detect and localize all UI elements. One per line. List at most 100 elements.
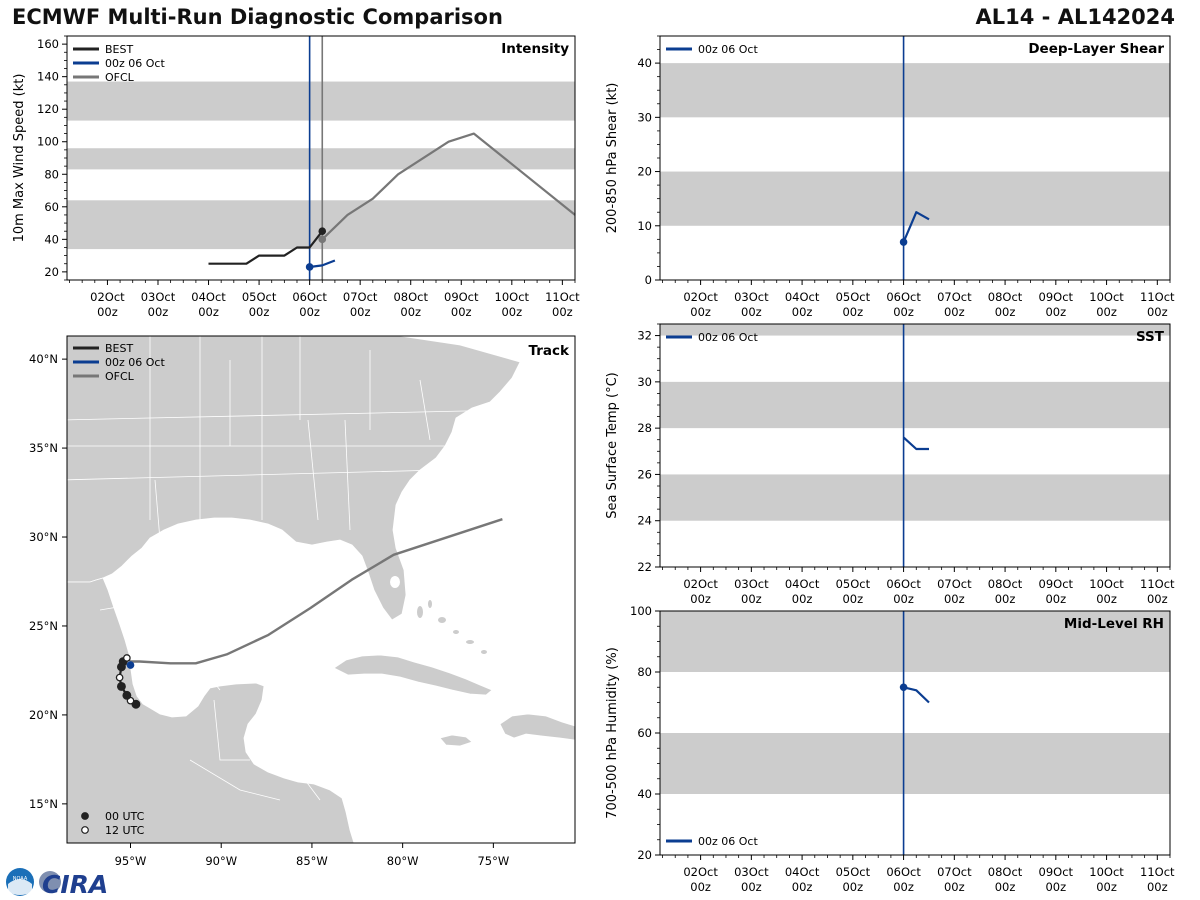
admin-borders	[67, 336, 511, 801]
marker-legend-label: 12 UTC	[105, 824, 145, 837]
y-tick-label: 120	[37, 102, 59, 116]
x-tick-label-date: 11Oct	[1140, 290, 1175, 304]
y-tick-label: 40	[637, 787, 652, 801]
best-point-00utc	[122, 690, 132, 700]
map-land-layer	[67, 336, 575, 843]
x-tick-label-date: 10Oct	[1089, 290, 1124, 304]
x-tick-label-date: 10Oct	[1089, 577, 1124, 591]
best-point-00utc	[131, 699, 141, 709]
y-tick-label: 40	[637, 56, 652, 70]
lat-tick-label: 15°N	[29, 797, 58, 811]
storm-id-title: AL14 - AL142024	[975, 5, 1176, 29]
start-marker-run	[899, 238, 908, 246]
legend-label: 00z 06 Oct	[105, 57, 165, 70]
y-tick-label: 30	[637, 375, 652, 389]
x-tick-label-date: 09Oct	[444, 290, 479, 304]
x-tick-label-hour: 00z	[1096, 880, 1117, 894]
x-tick-label-hour: 00z	[1147, 305, 1168, 319]
lon-tick-label: 95°W	[115, 854, 147, 868]
x-tick-label-date: 08Oct	[393, 290, 428, 304]
x-tick-label-date: 06Oct	[886, 577, 921, 591]
x-tick-label-hour: 00z	[995, 305, 1016, 319]
chart-sst: 22242628303202Oct00z03Oct00z04Oct00z05Oc…	[605, 323, 1175, 606]
x-tick-label-hour: 00z	[893, 305, 914, 319]
chart-title: SST	[1136, 329, 1165, 345]
start-marker-ofcl	[318, 235, 327, 244]
x-tick-label-hour: 00z	[400, 305, 421, 319]
x-tick-label-hour: 00z	[995, 880, 1016, 894]
x-tick-label-hour: 00z	[690, 880, 711, 894]
x-tick-label-hour: 00z	[995, 592, 1016, 606]
shaded-band	[660, 63, 1170, 118]
y-tick-label: 20	[637, 848, 652, 862]
x-tick-label-date: 03Oct	[141, 290, 176, 304]
lat-tick-label: 35°N	[29, 441, 58, 455]
lat-tick-label: 25°N	[29, 619, 58, 633]
x-tick-label-date: 02Oct	[683, 290, 718, 304]
chart-shear: 01020304002Oct00z03Oct00z04Oct00z05Oct00…	[605, 35, 1175, 319]
x-tick-label-date: 09Oct	[1039, 577, 1074, 591]
y-axis-label: 10m Max Wind Speed (kt)	[12, 74, 27, 243]
track-legend-label: OFCL	[105, 370, 135, 383]
ofcl-track-line	[126, 518, 503, 665]
x-tick-label-hour: 00z	[944, 880, 965, 894]
lat-tick-label: 30°N	[29, 530, 58, 544]
x-tick-label-hour: 00z	[842, 305, 863, 319]
chart-rh: 2040608010002Oct00z03Oct00z04Oct00z05Oct…	[605, 604, 1175, 894]
shaded-band	[660, 733, 1170, 794]
x-tick-label-hour: 00z	[299, 305, 320, 319]
plot-frame	[66, 35, 576, 281]
y-tick-label: 80	[637, 665, 652, 679]
x-tick-label-hour: 00z	[1045, 305, 1066, 319]
y-tick-label: 28	[637, 421, 652, 435]
shaded-band	[67, 148, 575, 170]
x-tick-label-hour: 00z	[350, 305, 371, 319]
x-tick-label-date: 03Oct	[734, 577, 769, 591]
y-tick-label: 100	[37, 135, 59, 149]
x-tick-label-date: 05Oct	[836, 577, 871, 591]
x-tick-label-hour: 00z	[741, 880, 762, 894]
plot-area	[660, 324, 1170, 567]
y-axis-label: 700-500 hPa Humidity (%)	[605, 647, 620, 819]
best-point-12utc	[123, 654, 131, 662]
run-start-marker	[126, 661, 135, 669]
x-tick-label-hour: 00z	[552, 305, 573, 319]
chart-title: Mid-Level RH	[1064, 616, 1164, 632]
x-tick-label-date: 05Oct	[836, 865, 871, 879]
chart-title: Intensity	[501, 41, 569, 57]
legend-label: 00z 06 Oct	[698, 43, 758, 56]
legend-label: 00z 06 Oct	[698, 835, 758, 848]
y-tick-label: 20	[637, 165, 652, 179]
cira-logo: NOAA CIRA	[6, 868, 108, 899]
x-tick-label-hour: 00z	[893, 592, 914, 606]
noaa-wave-shape	[8, 879, 32, 895]
map-frame	[66, 335, 576, 844]
x-tick-label-date: 07Oct	[343, 290, 378, 304]
lon-tick-label: 85°W	[296, 854, 328, 868]
start-marker-run	[305, 263, 314, 271]
globe-icon	[39, 871, 61, 893]
x-tick-label-hour: 00z	[690, 592, 711, 606]
x-tick-label-hour: 00z	[1045, 880, 1066, 894]
x-tick-label-hour: 00z	[690, 305, 711, 319]
x-tick-label-date: 04Oct	[785, 290, 820, 304]
y-tick-label: 140	[37, 70, 59, 84]
x-tick-label-hour: 00z	[944, 592, 965, 606]
lon-tick-label: 75°W	[477, 854, 509, 868]
x-tick-label-hour: 00z	[741, 305, 762, 319]
lat-tick-label: 40°N	[29, 352, 58, 366]
x-tick-label-hour: 00z	[1147, 592, 1168, 606]
x-tick-label-date: 10Oct	[495, 290, 530, 304]
x-tick-label-date: 04Oct	[785, 577, 820, 591]
marker-legend-00utc	[81, 812, 89, 820]
x-tick-label-hour: 00z	[501, 305, 522, 319]
x-tick-label-hour: 00z	[198, 305, 219, 319]
x-tick-label-date: 02Oct	[683, 865, 718, 879]
x-tick-label-hour: 00z	[148, 305, 169, 319]
plot-frame	[659, 323, 1171, 568]
x-tick-label-hour: 00z	[792, 305, 813, 319]
lon-tick-label: 80°W	[387, 854, 419, 868]
x-tick-label-date: 08Oct	[988, 290, 1023, 304]
legend-label: BEST	[105, 43, 133, 56]
